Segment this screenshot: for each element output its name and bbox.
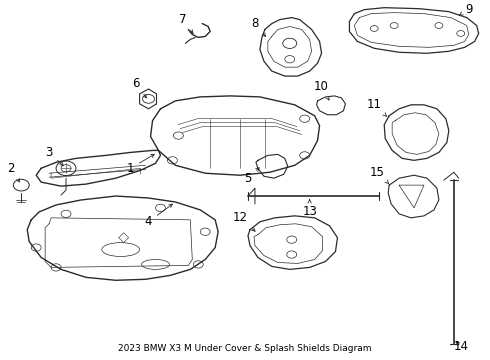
Text: 3: 3	[46, 146, 63, 166]
Text: 1: 1	[127, 154, 154, 175]
Text: 6: 6	[132, 77, 147, 98]
Text: 9: 9	[460, 3, 472, 16]
Text: 5: 5	[245, 168, 259, 185]
Text: 10: 10	[314, 81, 329, 100]
Text: 2: 2	[7, 162, 20, 182]
Text: 15: 15	[370, 166, 389, 184]
Text: 14: 14	[453, 340, 468, 353]
Text: 12: 12	[233, 211, 255, 231]
Text: 7: 7	[179, 13, 193, 33]
Text: 8: 8	[251, 17, 266, 36]
Text: 11: 11	[367, 98, 387, 116]
Text: 13: 13	[302, 199, 317, 219]
Text: 4: 4	[145, 204, 172, 228]
Text: 2023 BMW X3 M Under Cover & Splash Shields Diagram: 2023 BMW X3 M Under Cover & Splash Shiel…	[118, 344, 372, 353]
